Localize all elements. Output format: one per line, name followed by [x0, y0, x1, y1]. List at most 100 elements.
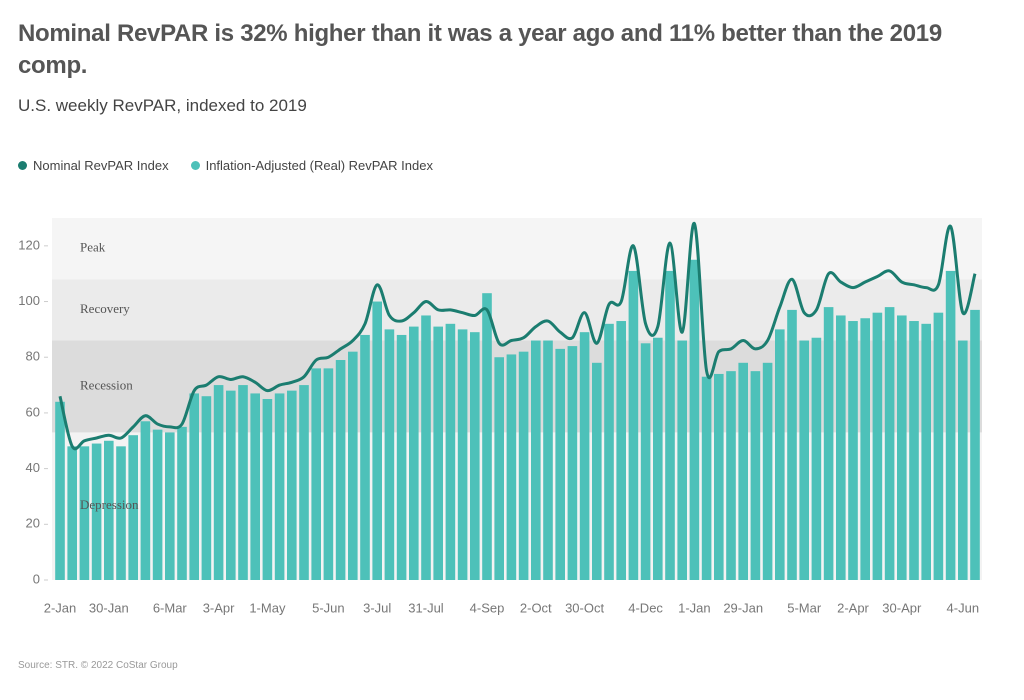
bar — [848, 321, 858, 580]
bar — [384, 329, 395, 580]
bar — [836, 315, 846, 580]
bar — [909, 321, 919, 580]
legend-item: Nominal RevPAR Index — [18, 158, 169, 173]
bar — [884, 307, 895, 580]
legend-swatch — [190, 161, 200, 170]
y-tick-label: 100 — [18, 293, 40, 308]
bar — [311, 368, 321, 580]
bar — [970, 309, 980, 580]
bar — [433, 326, 443, 580]
bar — [628, 270, 639, 580]
bar — [555, 348, 565, 580]
x-tick-label: 2-Oct — [520, 600, 552, 615]
bar — [592, 362, 602, 580]
x-tick-label: 4-Jun — [947, 600, 980, 615]
bar — [787, 309, 797, 580]
bar — [531, 340, 541, 580]
bar — [201, 396, 212, 580]
bar — [616, 321, 626, 580]
bar — [701, 376, 712, 580]
x-tick-label: 2-Jan — [44, 600, 77, 615]
bar — [335, 360, 346, 580]
x-tick-label: 30-Oct — [565, 600, 604, 615]
bar — [604, 323, 614, 580]
bar — [543, 340, 553, 580]
bar — [445, 323, 456, 580]
legend-label: Inflation-Adjusted (Real) RevPAR Index — [205, 158, 433, 173]
x-tick-label: 1-May — [249, 600, 286, 615]
bar — [750, 371, 761, 580]
bar — [360, 334, 370, 580]
bar — [811, 337, 822, 580]
bar — [921, 323, 931, 580]
bar — [372, 301, 382, 580]
bar — [457, 329, 468, 580]
bar — [262, 399, 273, 580]
band-label: Recession — [80, 377, 133, 392]
bar — [823, 307, 834, 580]
bar — [177, 426, 187, 580]
x-tick-label: 4-Dec — [628, 600, 663, 615]
bar — [396, 334, 407, 580]
bar — [958, 340, 968, 580]
bar — [860, 318, 870, 580]
bar — [579, 332, 590, 580]
legend: Nominal RevPAR Index Inflation-Adjusted … — [18, 158, 433, 173]
chart-subtitle: U.S. weekly RevPAR, indexed to 2019 — [18, 96, 307, 115]
bar — [653, 337, 663, 580]
bar — [213, 385, 224, 580]
bar — [714, 373, 724, 580]
bar — [421, 315, 431, 580]
x-tick-label: 3-Apr — [203, 600, 235, 615]
legend-label: Nominal RevPAR Index — [33, 158, 169, 173]
y-tick-label: 80 — [26, 349, 40, 364]
bar — [152, 429, 163, 580]
y-tick-label: 0 — [33, 571, 40, 586]
y-tick-label: 20 — [26, 516, 40, 531]
bar — [482, 293, 492, 580]
x-tick-label: 30-Jan — [89, 600, 129, 615]
band-label: Peak — [80, 240, 106, 255]
x-tick-label: 4-Sep — [470, 600, 505, 615]
bar — [494, 357, 504, 580]
chart-title: Nominal RevPAR is 32% higher than it was… — [18, 20, 942, 79]
bar — [116, 446, 126, 580]
bar — [567, 346, 578, 580]
bar — [726, 371, 736, 580]
x-tick-label: 5-Mar — [787, 600, 822, 615]
bar — [287, 390, 297, 580]
legend-swatch — [18, 161, 27, 170]
bar — [274, 393, 285, 580]
band-label: Depression — [80, 497, 139, 512]
bar — [238, 385, 248, 580]
x-tick-label: 29-Jan — [723, 600, 763, 615]
bar — [189, 393, 199, 580]
legend-item: Inflation-Adjusted (Real) RevPAR Index — [190, 158, 433, 173]
bar — [799, 340, 809, 580]
x-tick-label: 31-Jul — [408, 600, 444, 615]
bar — [348, 351, 358, 580]
x-tick-label: 3-Jul — [363, 600, 391, 615]
bar — [67, 446, 77, 580]
bar — [299, 385, 309, 580]
bar — [640, 343, 651, 580]
bar — [250, 393, 260, 580]
bar — [506, 354, 517, 580]
bar — [323, 368, 334, 580]
bar — [55, 401, 65, 580]
bar — [128, 435, 138, 580]
bar — [79, 446, 90, 580]
bar — [689, 259, 700, 580]
x-tick-label: 1-Jan — [678, 600, 711, 615]
bar — [897, 315, 907, 580]
y-tick-label: 60 — [26, 404, 40, 419]
y-tick-label: 120 — [18, 237, 40, 252]
bar — [470, 332, 480, 580]
bar — [226, 390, 236, 580]
line — [58, 222, 977, 451]
x-tick-label: 2-Apr — [837, 600, 869, 615]
x-tick-label: 5-Jun — [312, 600, 345, 615]
bar — [165, 432, 175, 580]
